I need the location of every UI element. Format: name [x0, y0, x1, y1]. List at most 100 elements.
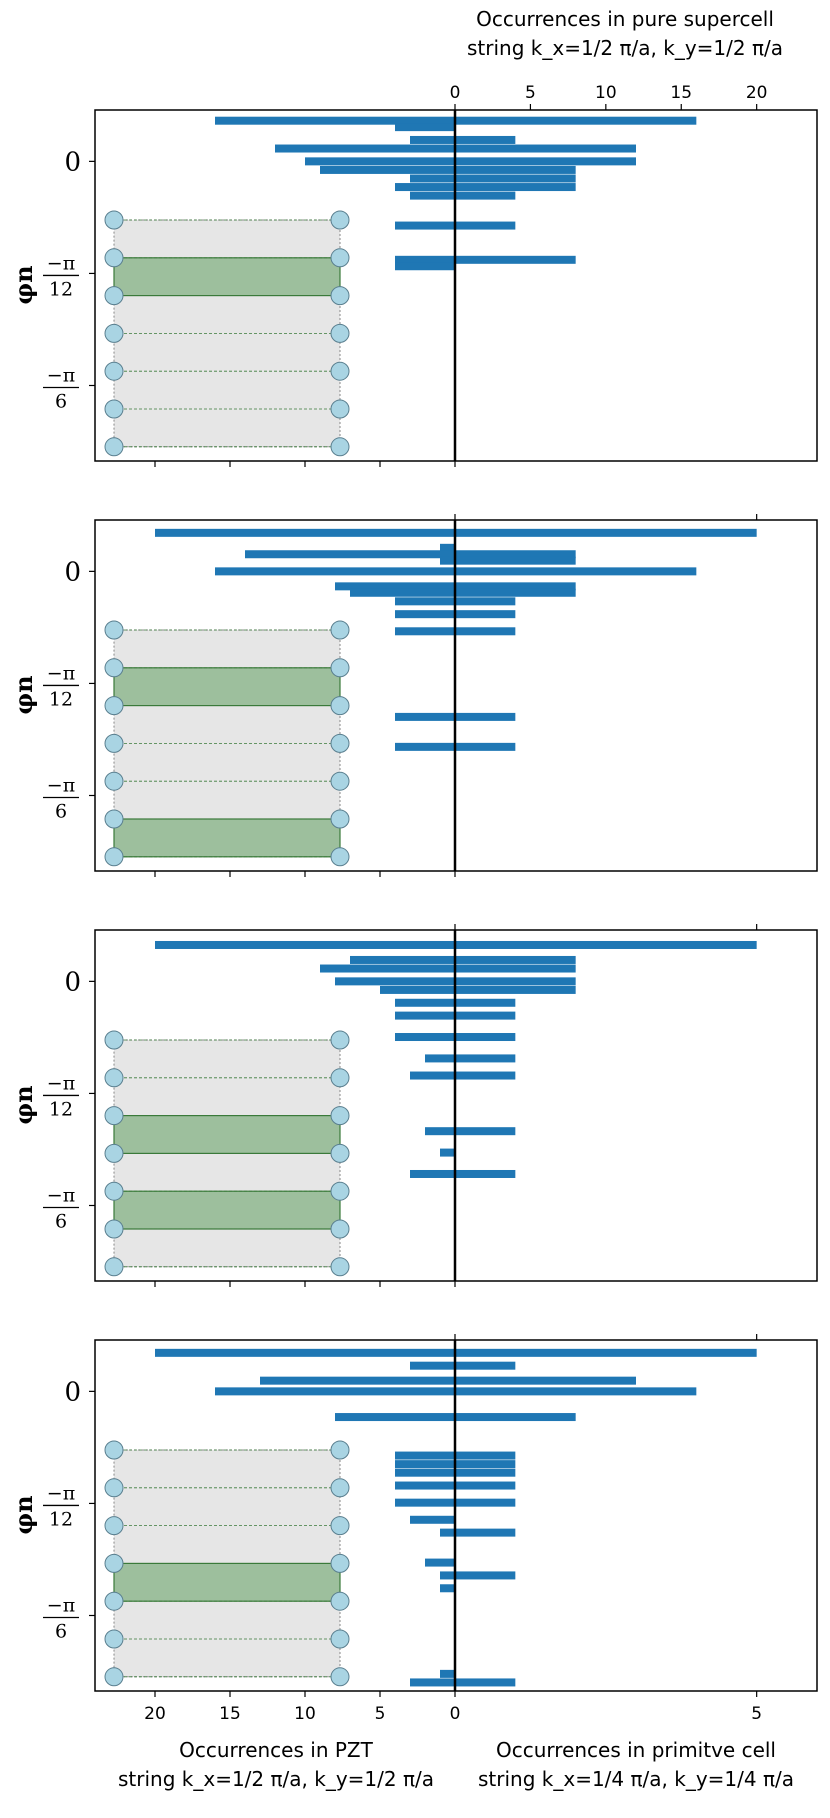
bar-left	[410, 174, 455, 183]
y-tick-label-numerator: −π	[47, 252, 75, 274]
bar-left	[395, 255, 455, 264]
x-tick-label-left: 15	[219, 1704, 241, 1724]
y-tick-label-numerator: −π	[47, 1184, 75, 1206]
y-axis-label: φn	[9, 1495, 38, 1534]
bar-left	[410, 1169, 455, 1178]
panel-1-inset-lattice	[104, 210, 350, 457]
inset-highlighted-band	[113, 257, 341, 297]
bar-right	[455, 1361, 516, 1370]
inset-node	[104, 1219, 124, 1239]
bar-left	[425, 1054, 455, 1063]
bar-right	[455, 1413, 576, 1422]
bar-right	[455, 1460, 516, 1469]
bar-right	[455, 165, 576, 174]
bar-right	[455, 610, 516, 619]
inset-node	[104, 1181, 124, 1201]
y-tick-label-numerator: −π	[47, 364, 75, 386]
y-tick-label: 0	[64, 557, 81, 587]
bar-left	[440, 1669, 455, 1678]
bar-left	[215, 567, 455, 576]
inset-node	[330, 361, 350, 381]
bar-left	[410, 1361, 455, 1370]
bar-left	[335, 977, 455, 986]
bar-right	[455, 1451, 516, 1460]
bar-left	[410, 191, 455, 200]
inset-node	[330, 1068, 350, 1088]
panel-3: 0 −π 12 −π 6 φn	[9, 924, 818, 1287]
bar-right	[455, 1169, 516, 1178]
bar-left	[395, 1468, 455, 1477]
inset-node	[104, 771, 124, 791]
bar-right	[455, 550, 576, 559]
bar-right	[455, 1678, 516, 1687]
inset-highlighted-band	[113, 667, 341, 707]
x-tick-label-left: 0	[450, 1704, 461, 1724]
bar-left	[410, 135, 455, 144]
inset-node	[104, 658, 124, 678]
panels: 0 5 10 15 200−π12−π6φn0−π12−π6φn0−π12−π6φn20…	[9, 83, 818, 1724]
inset-node	[330, 1181, 350, 1201]
inset-node	[330, 1219, 350, 1239]
bar-left	[410, 1678, 455, 1687]
inset-node	[330, 658, 350, 678]
inset-node	[104, 1591, 124, 1611]
inset-node	[104, 1030, 124, 1050]
y-tick-label-denominator: 12	[49, 1508, 73, 1530]
inset-node	[330, 1106, 350, 1126]
y-tick-label-denominator: 6	[55, 390, 67, 412]
bar-right	[455, 528, 757, 537]
y-axis-label: φn	[9, 265, 38, 304]
inset-node	[104, 1440, 124, 1460]
y-tick-label-numerator: −π	[47, 662, 75, 684]
inset-node	[104, 1257, 124, 1277]
inset-highlighted-band	[113, 1190, 341, 1230]
bar-right	[455, 135, 516, 144]
bar-right	[455, 556, 576, 565]
bar-left	[215, 1387, 455, 1396]
panel-4: 20 15 10 5 0 5 0 −π 12 −π 6 φn	[9, 1334, 818, 1724]
bar-left	[440, 543, 455, 552]
y-tick-label-numerator: −π	[47, 1072, 75, 1094]
bar-left	[335, 582, 455, 591]
bar-left	[395, 742, 455, 751]
bar-right	[455, 174, 576, 183]
bar-left	[245, 550, 455, 559]
bar-left	[395, 1460, 455, 1469]
bar-left	[425, 1127, 455, 1136]
inset-node	[330, 1143, 350, 1163]
inset-node	[330, 696, 350, 716]
bar-right	[455, 588, 576, 597]
bar-left	[425, 1558, 455, 1567]
y-tick-label-numerator: −π	[47, 1594, 75, 1616]
bar-left	[395, 221, 455, 230]
inset-node	[330, 733, 350, 753]
inset-node	[104, 361, 124, 381]
inset-node	[330, 1478, 350, 1498]
y-tick-label: 0	[64, 1377, 81, 1407]
bar-right	[455, 1127, 516, 1136]
bar-right	[455, 1498, 516, 1507]
bar-left	[440, 1528, 455, 1537]
inset-node	[330, 248, 350, 268]
inset-node	[330, 1030, 350, 1050]
bar-left	[440, 1571, 455, 1580]
bar-left	[395, 627, 455, 636]
x-tick-label-top: 10	[595, 83, 617, 103]
inset-node	[104, 248, 124, 268]
inset-node	[104, 1143, 124, 1163]
x-tick-label-top: 0	[450, 83, 461, 103]
inset-node	[330, 1516, 350, 1536]
bar-right	[455, 1054, 516, 1063]
bar-right	[455, 567, 697, 576]
bar-right	[455, 1033, 516, 1042]
inset-node	[330, 286, 350, 306]
x-tick-label-left: 5	[375, 1704, 386, 1724]
bottom-left-axis-title-line2: string k_x=1/2 π/a, k_y=1/2 π/a	[118, 1767, 434, 1791]
bar-right	[455, 221, 516, 230]
inset-node	[104, 809, 124, 829]
y-axis-label: φn	[9, 675, 38, 714]
bar-left	[395, 1498, 455, 1507]
inset-node	[330, 210, 350, 230]
inset-node	[330, 1629, 350, 1649]
bar-left	[155, 940, 455, 949]
